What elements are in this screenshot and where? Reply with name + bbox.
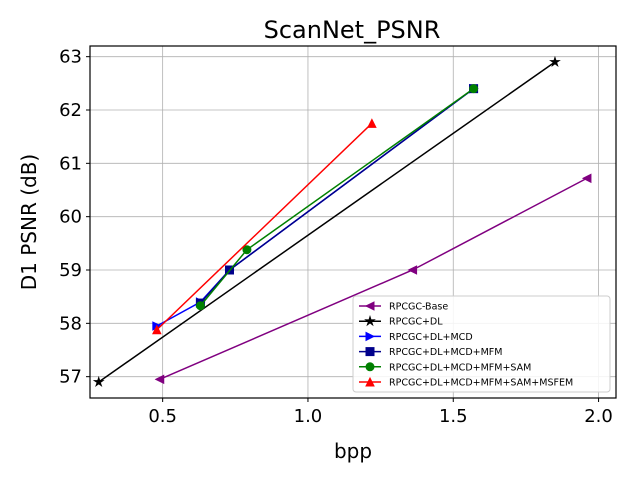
legend-item: RPCGC+DL+MCD+MFM <box>359 347 502 358</box>
x-tick-label: 1.0 <box>294 406 323 427</box>
data-point <box>152 324 162 335</box>
legend-item: RPCGC+DL+MCD <box>359 331 473 343</box>
data-point <box>581 173 592 184</box>
chart-title: ScanNet_PSNR <box>264 16 441 44</box>
legend-label: RPCGC+DL+MCD+MFM <box>389 347 502 358</box>
legend-marker <box>365 362 375 372</box>
legend-item: RPCGC+DL <box>359 315 443 328</box>
series-6 <box>152 118 377 335</box>
plot-frame <box>89 45 617 399</box>
legend-label: RPCGC+DL+MCD <box>389 332 473 343</box>
series-2 <box>92 55 561 387</box>
data-point <box>469 84 479 94</box>
data-point <box>367 118 377 128</box>
data-point <box>407 265 418 275</box>
legend-marker <box>364 301 375 311</box>
data-point <box>549 55 561 67</box>
data-point <box>154 374 165 385</box>
legend-label: RPCGC+DL+MCD+MFM+SAM <box>389 362 531 373</box>
x-tick-label: 1.5 <box>439 406 468 427</box>
data-point <box>195 301 205 311</box>
series-line <box>156 122 373 331</box>
y-tick-label: 63 <box>59 47 82 68</box>
series-5 <box>195 84 479 311</box>
legend-item: RPCGC+DL+MCD+MFM+SAM <box>359 362 531 373</box>
data-point <box>92 375 105 387</box>
series-line <box>98 61 556 383</box>
y-tick-label: 62 <box>59 100 82 121</box>
x-tick-label: 2.0 <box>584 406 613 427</box>
legend-label: RPCGC-Base <box>389 302 448 313</box>
series-layer <box>92 55 592 387</box>
y-tick-label: 58 <box>59 313 82 334</box>
legend-marker <box>364 315 376 327</box>
y-tick-label: 60 <box>59 207 82 228</box>
legend-label: RPCGC+DL+MCD+MFM+SAM+MSFEM <box>389 378 573 389</box>
y-axis-label: D1 PSNR (dB) <box>17 154 41 290</box>
y-tick-label: 59 <box>59 260 82 281</box>
ticks: 0.5 1.0 1.5 2.0 57 58 59 60 61 62 63 <box>59 47 613 427</box>
x-tick-label: 0.5 <box>148 406 177 427</box>
legend-marker <box>365 376 375 387</box>
series-1 <box>154 173 592 385</box>
legend-label: RPCGC+DL <box>389 317 443 328</box>
legend-item: RPCGC-Base <box>359 301 448 313</box>
data-point <box>242 245 252 255</box>
y-tick-label: 57 <box>59 367 82 388</box>
legend-box <box>352 295 611 393</box>
legend-item: RPCGC+DL+MCD+MFM+SAM+MSFEM <box>359 376 573 389</box>
legend: RPCGC-Base RPCGC+DL RPCGC+DL+MCD RPCGC+DL+M… <box>352 295 611 393</box>
legend-marker <box>365 331 376 342</box>
x-axis-label: bpp <box>334 439 372 463</box>
legend-marker <box>365 347 375 357</box>
y-tick-label: 61 <box>59 153 82 174</box>
